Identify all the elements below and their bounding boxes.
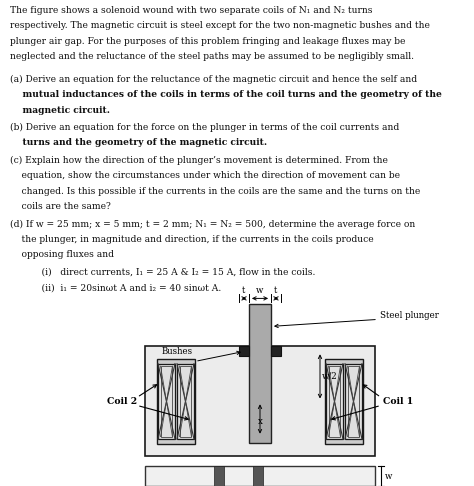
Text: neglected and the reluctance of the steel paths may be assumed to be negligibly : neglected and the reluctance of the stee…	[10, 52, 414, 61]
Text: changed. Is this possible if the currents in the coils are the same and the turn: changed. Is this possible if the current…	[10, 187, 420, 196]
Bar	[271, 347, 281, 356]
Text: (ii)  i₁ = 20sinωt A and i₂ = 40 sinωt A.: (ii) i₁ = 20sinωt A and i₂ = 40 sinωt A.	[30, 283, 221, 292]
Text: Coil 2: Coil 2	[107, 397, 137, 406]
Text: mutual inductances of the coils in terms of the coil turns and the geometry of t: mutual inductances of the coils in terms…	[10, 90, 442, 99]
Bar	[214, 467, 224, 486]
Text: w: w	[256, 286, 264, 295]
Bar	[157, 359, 195, 444]
Bar	[328, 366, 340, 436]
Bar	[253, 467, 263, 486]
Text: (d) If w = 25 mm; x = 5 mm; t = 2 mm; N₁ = N₂ = 500, determine the average force: (d) If w = 25 mm; x = 5 mm; t = 2 mm; N₁…	[10, 220, 415, 229]
Text: magnetic circuit.: magnetic circuit.	[10, 105, 110, 115]
Bar	[145, 347, 375, 456]
Text: coils are the same?: coils are the same?	[10, 202, 111, 211]
Text: Steel plunger: Steel plunger	[380, 312, 439, 320]
Text: respectively. The magnetic circuit is steel except for the two non-magnetic bush: respectively. The magnetic circuit is st…	[10, 21, 430, 30]
Text: t: t	[242, 286, 246, 295]
Bar	[158, 364, 175, 439]
Bar	[145, 467, 375, 486]
Text: w/2: w/2	[322, 372, 338, 381]
Text: turns and the geometry of the magnetic circuit.: turns and the geometry of the magnetic c…	[10, 139, 267, 147]
Bar	[180, 366, 191, 436]
Bar	[347, 366, 359, 436]
Bar	[325, 359, 363, 444]
Text: Coil 1: Coil 1	[383, 397, 413, 406]
Text: (i)   direct currents, I₁ = 25 A & I₂ = 15 A, flow in the coils.: (i) direct currents, I₁ = 25 A & I₂ = 15…	[30, 268, 315, 277]
Bar	[161, 366, 173, 436]
Bar	[326, 364, 343, 439]
Bar	[239, 347, 249, 356]
Text: x: x	[257, 417, 263, 426]
Bar	[177, 364, 194, 439]
Text: plunger air gap. For the purposes of this problem fringing and leakage fluxes ma: plunger air gap. For the purposes of thi…	[10, 36, 405, 46]
Text: (a) Derive an equation for the reluctance of the magnetic circuit and hence the : (a) Derive an equation for the reluctanc…	[10, 75, 417, 84]
Text: (b) Derive an equation for the force on the plunger in terms of the coil current: (b) Derive an equation for the force on …	[10, 123, 399, 132]
Text: the plunger, in magnitude and direction, if the currents in the coils produce: the plunger, in magnitude and direction,…	[10, 235, 374, 244]
Text: The figure shows a solenoid wound with two separate coils of N₁ and N₂ turns: The figure shows a solenoid wound with t…	[10, 6, 373, 15]
Text: w: w	[385, 472, 392, 481]
Bar	[345, 364, 362, 439]
Text: opposing fluxes and: opposing fluxes and	[10, 250, 114, 259]
Text: Bushes: Bushes	[162, 347, 193, 356]
Bar	[249, 304, 271, 443]
Text: equation, show the circumstances under which the direction of movement can be: equation, show the circumstances under w…	[10, 172, 400, 180]
Text: (c) Explain how the direction of the plunger’s movement is determined. From the: (c) Explain how the direction of the plu…	[10, 156, 388, 165]
Text: t: t	[274, 286, 278, 295]
